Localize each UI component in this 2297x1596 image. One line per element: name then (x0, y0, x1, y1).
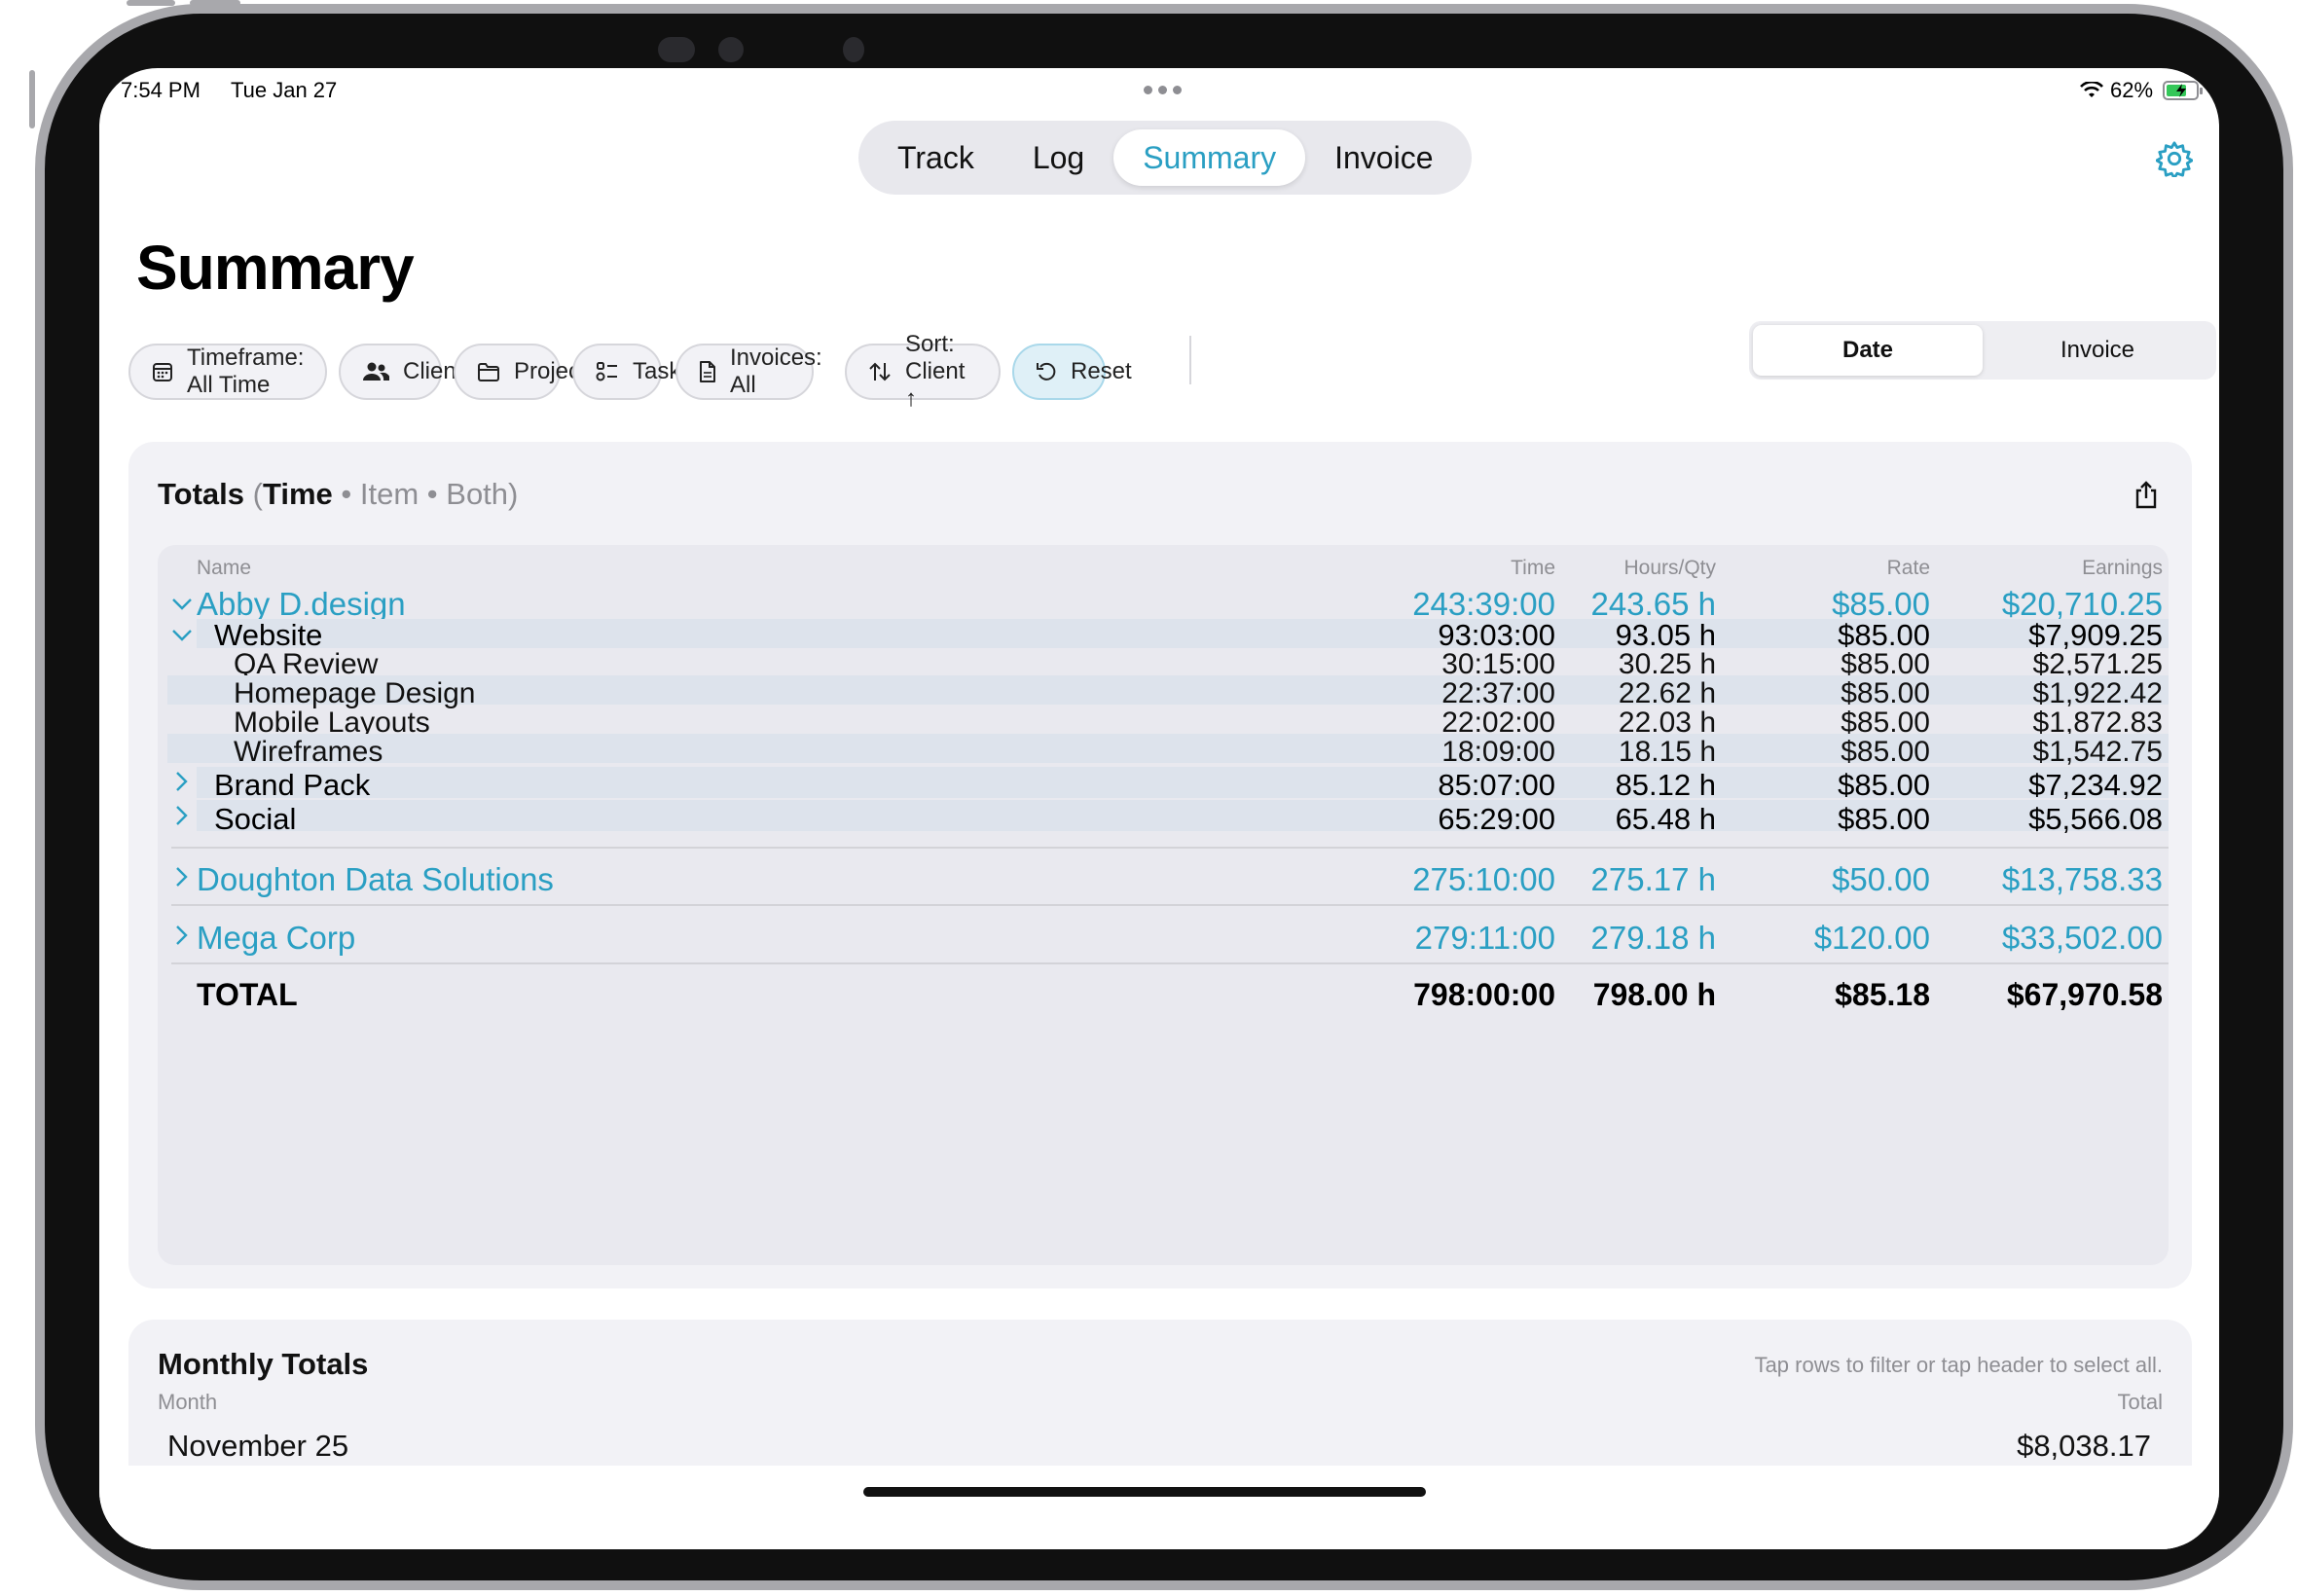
share-icon[interactable] (2133, 481, 2159, 510)
document-icon (700, 361, 715, 382)
row-highlight (197, 767, 2169, 798)
totals-card: Totals (Time • Item • Both) Name Time Ho… (128, 442, 2192, 1288)
col-month[interactable]: Month (158, 1390, 218, 1414)
totals-table: Name Time Hours/Qty Rate Earnings Abby D… (158, 545, 2169, 1265)
home-indicator[interactable] (863, 1487, 1426, 1497)
month-label[interactable]: November 25 (167, 1429, 349, 1463)
sort-arrows-icon (869, 362, 891, 381)
timeframe-filter-label: Timeframe: All Time (187, 345, 305, 398)
invoices-filter-button[interactable]: Invoices: All (675, 344, 822, 400)
tab-invoice[interactable]: Invoice (1334, 140, 1434, 175)
app-screen: 7:54 PM Tue Jan 27 62% Track Log Summary… (99, 68, 2219, 1549)
totals-heading: Totals (Time • Item • Both) (158, 477, 518, 512)
status-date: Tue Jan 27 (231, 78, 338, 102)
row-highlight (167, 675, 2169, 705)
camera-sensor (658, 37, 695, 62)
camera-lens (718, 37, 744, 62)
task-filter-label: Task (633, 358, 681, 384)
row-divider (171, 904, 2169, 906)
client-filter-label: Client (403, 358, 463, 384)
monthly-hint: Tap rows to filter or tap header to sele… (1754, 1353, 2163, 1377)
main-tab-bar: Track Log Summary Invoice (858, 121, 1472, 195)
col-hours: Hours/Qty (1623, 557, 1716, 579)
mode-separator: • (426, 477, 438, 511)
volume-button (127, 0, 175, 6)
chevron-down-icon[interactable] (171, 629, 193, 642)
task-filter-button[interactable]: Task (572, 344, 680, 400)
totals-paren: ( (252, 477, 263, 511)
row-divider (171, 847, 2169, 849)
timeframe-filter-button[interactable]: Timeframe: All Time (128, 344, 327, 400)
col-total[interactable]: Total (2117, 1390, 2163, 1414)
project-filter-button[interactable]: Project (454, 344, 587, 400)
mode-time[interactable]: Time (262, 477, 333, 511)
folder-icon (478, 363, 499, 381)
monthly-title: Monthly Totals (158, 1347, 369, 1381)
col-time: Time (1511, 557, 1555, 579)
volume-button (190, 0, 240, 6)
mode-both[interactable]: Both) (446, 477, 519, 511)
reset-arrow-icon (1037, 362, 1056, 381)
chevron-right-icon[interactable] (175, 925, 189, 946)
tab-log[interactable]: Log (1032, 140, 1085, 175)
reset-button[interactable]: Reset (1012, 344, 1132, 400)
chevron-right-icon[interactable] (175, 771, 189, 792)
chevron-right-icon[interactable] (175, 866, 189, 888)
battery-icon (2163, 81, 2203, 100)
group-by-date[interactable]: Date (1753, 325, 1983, 376)
chevron-right-icon[interactable] (175, 805, 189, 826)
totals-title: Totals (158, 477, 244, 511)
month-total[interactable]: $8,038.17 (2017, 1429, 2151, 1463)
battery-percent: 62% (2110, 78, 2154, 102)
invoices-filter-label: Invoices: All (730, 345, 822, 398)
row-highlight (197, 619, 2169, 648)
group-by-invoice[interactable]: Invoice (2060, 337, 2135, 363)
people-icon (363, 362, 389, 381)
filter-divider (1189, 336, 1191, 384)
status-time: 7:54 PM (121, 78, 201, 102)
reset-label: Reset (1071, 358, 1132, 384)
mode-item[interactable]: Item (359, 477, 419, 511)
col-rate: Rate (1886, 557, 1930, 579)
page-title: Summary (136, 233, 415, 303)
tab-track[interactable]: Track (897, 140, 974, 175)
group-by-toggle: Date Invoice (1749, 321, 2216, 380)
gear-icon[interactable] (2156, 140, 2193, 177)
camera-sensor (843, 37, 864, 62)
calendar-icon (153, 363, 172, 381)
bottom-safe-area (99, 1466, 2219, 1549)
row-highlight (197, 800, 2169, 831)
sort-button[interactable]: Sort: Client ↑ (845, 331, 1001, 412)
row-divider (171, 962, 2169, 964)
top-button (29, 70, 35, 128)
multitasking-dots[interactable] (1144, 86, 1182, 94)
mode-separator: • (341, 477, 352, 511)
client-filter-button[interactable]: Client (339, 344, 462, 400)
row-highlight (167, 734, 2169, 763)
chevron-down-icon[interactable] (171, 598, 193, 611)
sort-label: Sort: Client ↑ (905, 331, 966, 412)
col-name: Name (197, 557, 252, 579)
wifi-icon (2080, 82, 2103, 97)
tab-summary[interactable]: Summary (1113, 129, 1306, 186)
checklist-icon (596, 362, 617, 381)
col-earnings: Earnings (2082, 557, 2163, 579)
